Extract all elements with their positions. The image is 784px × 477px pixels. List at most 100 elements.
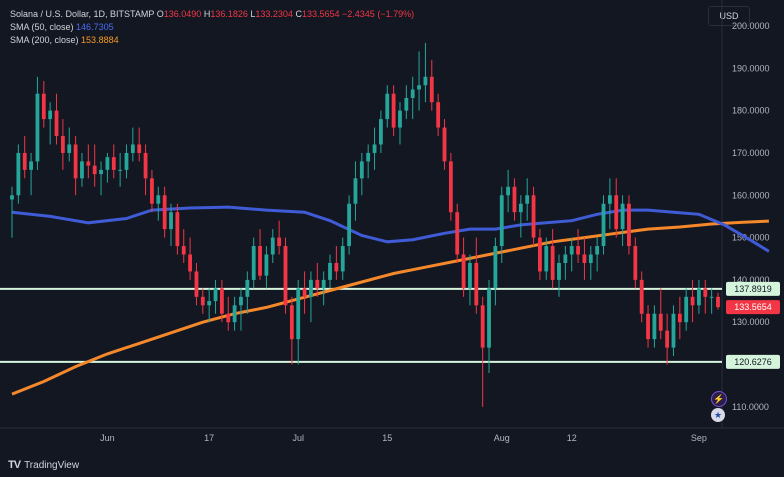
candle-body: [143, 152, 148, 179]
candle-body: [340, 246, 345, 272]
candle-body: [277, 237, 282, 247]
candle-body: [54, 110, 59, 137]
candle-body: [480, 305, 485, 348]
candle-body: [353, 178, 358, 204]
candle-body: [232, 305, 237, 323]
candle-body: [264, 254, 269, 276]
y-tick-label: 130.0000: [732, 317, 770, 327]
candle-body: [544, 246, 549, 272]
candle-body: [60, 136, 65, 153]
candle-body: [576, 246, 580, 255]
sma200-line: [11, 219, 769, 396]
candle-body: [442, 127, 447, 162]
x-tick-label: 12: [567, 433, 577, 443]
candle-body: [86, 161, 91, 166]
high-label: H: [203, 9, 211, 19]
close-value: 133.5654: [301, 9, 340, 19]
candle-body: [506, 186, 511, 196]
candle-body: [512, 186, 517, 213]
open-label: O: [156, 9, 164, 19]
legend-sma50-row[interactable]: SMA (50, close) 146.7305: [10, 21, 414, 34]
candle-body: [448, 161, 453, 213]
candle-body: [391, 93, 396, 128]
last-price-label: 133.5654: [734, 302, 772, 312]
candle-body: [385, 93, 390, 120]
candle-body: [207, 301, 212, 306]
candle-body: [455, 212, 460, 255]
candle-body: [436, 102, 441, 128]
y-tick-label: 200.0000: [732, 21, 770, 31]
candle-body: [677, 313, 682, 323]
horizontal-level-label: 137.8919: [734, 284, 772, 294]
candle-body: [601, 203, 606, 247]
candle-body: [487, 288, 491, 348]
instrument-title: Solana / U.S. Dollar, 1D, BITSTAMP: [10, 9, 155, 19]
candle-body: [468, 262, 472, 289]
sma200-label: SMA (200, close): [10, 35, 79, 45]
candle-body: [557, 262, 561, 280]
candle-body: [366, 152, 371, 162]
candle-body: [251, 246, 256, 280]
candle-body: [614, 195, 619, 230]
candle-body: [328, 262, 332, 280]
candle-body: [92, 165, 97, 175]
us-flag-icon[interactable]: ★: [711, 408, 725, 422]
candle-body: [398, 110, 402, 128]
legend-sma200-row[interactable]: SMA (200, close) 153.8884: [10, 34, 414, 47]
candle-body: [162, 195, 167, 230]
candle-body: [137, 144, 142, 153]
sma200-value: 153.8884: [81, 35, 119, 45]
close-label: C: [295, 9, 302, 19]
low-label: L: [250, 9, 256, 19]
candle-body: [321, 279, 326, 289]
candle-body: [156, 195, 161, 204]
candle-body: [22, 152, 27, 170]
x-tick-label: Aug: [494, 433, 510, 443]
candle-body: [118, 169, 123, 171]
sma50-value: 146.7305: [76, 22, 114, 32]
candle-body: [639, 279, 644, 314]
candle-body: [48, 110, 53, 120]
candle-body: [461, 254, 466, 289]
y-tick-label: 150.0000: [732, 233, 770, 243]
high-value: 136.1826: [210, 9, 248, 19]
candle-body: [525, 195, 530, 204]
candle-body: [582, 254, 587, 263]
candle-body: [646, 313, 650, 340]
candle-body: [588, 254, 593, 263]
candle-body: [169, 212, 173, 230]
candle-body: [658, 313, 663, 331]
candle-body: [10, 195, 14, 200]
x-tick-label: Jul: [292, 433, 304, 443]
candle-body: [378, 119, 383, 145]
open-value: 136.0490: [163, 9, 202, 19]
currency-button[interactable]: USD: [708, 6, 750, 26]
candle-body: [410, 89, 415, 98]
candle-body: [239, 296, 243, 306]
lightning-icon[interactable]: ⚡: [711, 391, 727, 407]
candle-body: [607, 195, 612, 204]
candle-body: [652, 313, 657, 340]
candle-body: [671, 313, 676, 348]
legend-ohlc-row: Solana / U.S. Dollar, 1D, BITSTAMP O136.…: [10, 8, 414, 21]
y-tick-label: 170.0000: [732, 148, 770, 158]
candle-body: [111, 157, 116, 170]
y-tick-label: 190.0000: [732, 63, 770, 73]
x-tick-label: Sep: [691, 433, 707, 443]
candle-body: [175, 212, 180, 247]
candle-body: [302, 288, 307, 297]
candle-body: [188, 254, 192, 272]
y-tick-label: 140.0000: [732, 275, 770, 285]
sma50-label: SMA (50, close): [10, 22, 74, 32]
candle-body: [429, 76, 434, 103]
candle-body: [499, 195, 504, 247]
candle-body: [684, 296, 689, 323]
candle-body: [493, 246, 498, 289]
candle-body: [315, 279, 320, 289]
candle-body: [404, 97, 409, 111]
candle-body: [474, 262, 479, 306]
tradingview-brand-name: TradingView: [24, 459, 80, 471]
candle-body: [41, 93, 46, 120]
x-tick-label: 17: [204, 433, 214, 443]
